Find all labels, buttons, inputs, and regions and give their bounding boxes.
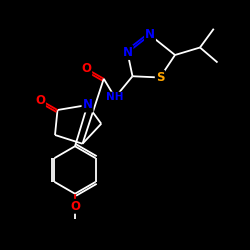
Text: N: N [82,98,92,112]
Text: N: N [145,28,155,42]
Text: N: N [122,46,132,59]
Text: O: O [81,62,91,75]
Text: O: O [70,200,80,213]
Text: S: S [156,71,164,84]
Text: NH: NH [106,92,124,102]
Text: O: O [35,94,45,106]
